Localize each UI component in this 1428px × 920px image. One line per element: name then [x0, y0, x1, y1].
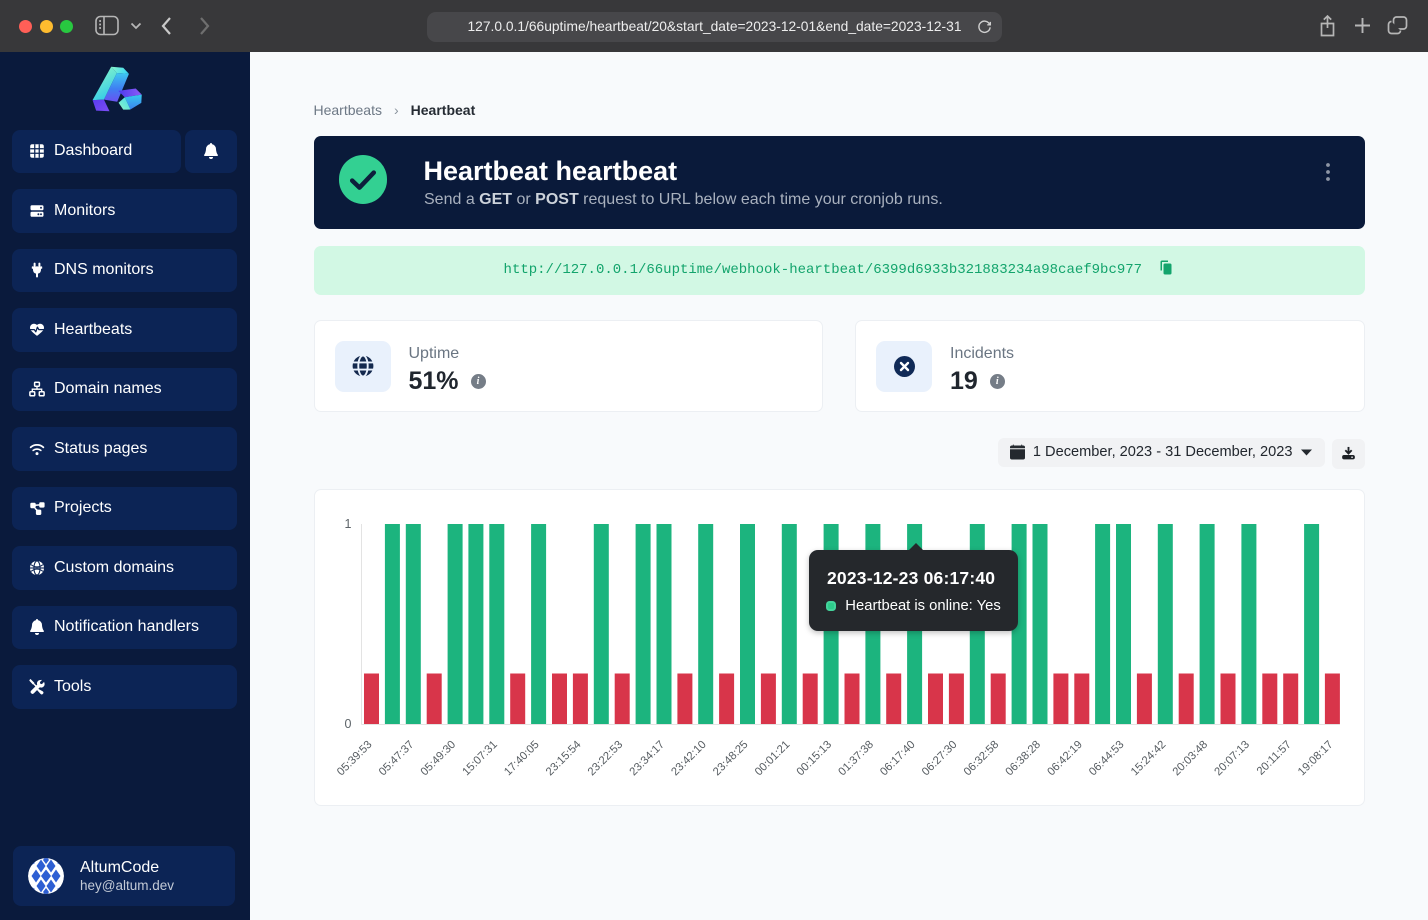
svg-text:19:08:17: 19:08:17: [1295, 739, 1335, 779]
svg-text:1: 1: [344, 517, 351, 531]
svg-text:17:40:05: 17:40:05: [502, 739, 542, 779]
svg-text:00:15:13: 00:15:13: [794, 739, 834, 779]
svg-text:05:39:53: 05:39:53: [335, 739, 375, 779]
svg-text:06:32:58: 06:32:58: [961, 739, 1001, 779]
svg-text:15:07:31: 15:07:31: [460, 739, 500, 779]
svg-text:06:17:40: 06:17:40: [878, 739, 918, 779]
svg-text:06:42:19: 06:42:19: [1045, 739, 1085, 779]
svg-text:05:47:37: 05:47:37: [376, 739, 416, 779]
svg-text:0: 0: [344, 717, 351, 731]
svg-text:06:27:30: 06:27:30: [919, 739, 959, 779]
svg-text:00:01:21: 00:01:21: [752, 739, 792, 779]
svg-text:20:03:48: 20:03:48: [1170, 739, 1210, 779]
svg-text:23:22:53: 23:22:53: [585, 739, 625, 779]
svg-text:23:48:25: 23:48:25: [711, 739, 751, 779]
svg-text:23:34:17: 23:34:17: [627, 739, 667, 779]
svg-text:23:15:54: 23:15:54: [543, 739, 583, 779]
svg-text:15:24:42: 15:24:42: [1128, 739, 1168, 779]
svg-text:01:37:38: 01:37:38: [836, 739, 876, 779]
svg-text:05:49:30: 05:49:30: [418, 739, 458, 779]
svg-text:20:07:13: 20:07:13: [1212, 739, 1252, 779]
svg-text:23:42:10: 23:42:10: [669, 739, 709, 779]
svg-text:06:38:28: 06:38:28: [1003, 739, 1043, 779]
svg-text:20:11:57: 20:11:57: [1254, 739, 1293, 778]
svg-text:06:44:53: 06:44:53: [1087, 739, 1127, 779]
